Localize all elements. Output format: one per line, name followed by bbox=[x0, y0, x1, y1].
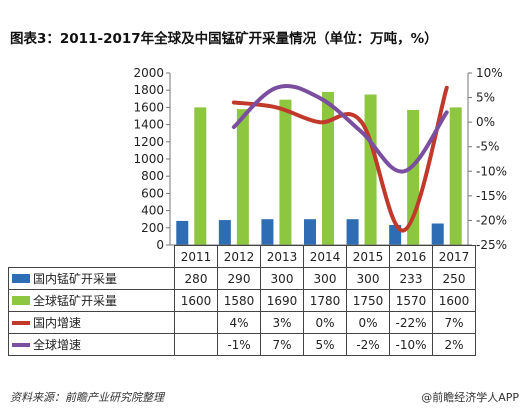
y-right-axis: 10% 5% 0% -5% -10% -15% -20% -25% bbox=[467, 66, 507, 252]
bar-domestic-2017 bbox=[431, 223, 444, 245]
bar-global-2012 bbox=[236, 109, 249, 246]
table-row: 国内增速 4% 3% 0% 0% -22% 7% bbox=[8, 311, 476, 334]
bar-domestic-2011 bbox=[176, 220, 189, 245]
bar-global-2014 bbox=[322, 91, 334, 245]
y-right-tick-label: -25% bbox=[476, 238, 507, 252]
legend-entry: 国内锰矿开采量 bbox=[8, 267, 175, 290]
legend-key-icon bbox=[12, 342, 30, 347]
table-corner-cell bbox=[8, 245, 175, 268]
legend-key-icon bbox=[12, 274, 30, 283]
x-tick-label: 2017 bbox=[432, 245, 476, 268]
data-label: 1690 bbox=[260, 289, 304, 312]
data-label: 4% bbox=[217, 311, 261, 334]
data-label: 300 bbox=[303, 267, 347, 290]
data-label: 2% bbox=[432, 333, 476, 356]
bar-global-2011 bbox=[194, 107, 207, 246]
table-row: 全球增速 -1% 7% 5% -2% -10% 2% bbox=[8, 333, 476, 356]
data-label: 233 bbox=[389, 267, 433, 290]
legend-label: 全球锰矿开采量 bbox=[33, 294, 118, 308]
data-label: -22% bbox=[389, 311, 433, 334]
y-left-tick-label: 600 bbox=[141, 186, 164, 200]
data-label: 1750 bbox=[346, 289, 390, 312]
y-right-tick-label: -15% bbox=[476, 189, 507, 203]
data-label: 1570 bbox=[389, 289, 433, 312]
y-left-tick-label: 800 bbox=[141, 169, 164, 183]
legend-entry: 国内增速 bbox=[8, 311, 175, 334]
legend-label: 全球增速 bbox=[33, 338, 82, 352]
y-right-tick-label: 0% bbox=[476, 115, 495, 129]
y-left-tick-label: 1600 bbox=[133, 100, 164, 114]
y-left-tick-label: 2000 bbox=[133, 66, 164, 80]
data-label: 300 bbox=[260, 267, 304, 290]
y-right-tick-label: 10% bbox=[476, 66, 503, 80]
data-label: 1600 bbox=[174, 289, 218, 312]
bar-domestic-2013 bbox=[261, 219, 274, 245]
table-header-row: 2011 2012 2013 2014 2015 2016 2017 bbox=[8, 245, 476, 268]
table-row: 全球锰矿开采量 1600 1580 1690 1780 1750 1570 1600 bbox=[8, 289, 476, 312]
data-label: 0% bbox=[346, 311, 390, 334]
x-tick-label: 2014 bbox=[303, 245, 347, 268]
y-right-tick-label: -10% bbox=[476, 164, 507, 178]
x-tick-label: 2015 bbox=[346, 245, 390, 268]
y-right-tick-label: -20% bbox=[476, 213, 507, 227]
data-label: 300 bbox=[346, 267, 390, 290]
bar-domestic-2015 bbox=[346, 219, 359, 245]
data-label: 1580 bbox=[217, 289, 261, 312]
legend-label: 国内增速 bbox=[33, 316, 82, 330]
y-left-tick-label: 1000 bbox=[133, 152, 164, 166]
data-label: 1780 bbox=[303, 289, 347, 312]
legend-entry: 全球增速 bbox=[8, 333, 175, 356]
y-left-axis: 0 200 400 600 800 1000 1200 1400 1600 1800 2000 bbox=[133, 66, 171, 252]
data-label: 1600 bbox=[432, 289, 476, 312]
x-tick-label: 2011 bbox=[174, 245, 218, 268]
y-left-tick-label: 1400 bbox=[133, 118, 164, 132]
data-label: 0% bbox=[303, 311, 347, 334]
data-label bbox=[174, 311, 218, 334]
y-right-tick-label: -5% bbox=[476, 140, 499, 154]
table-row: 国内锰矿开采量 280 290 300 300 300 233 250 bbox=[8, 267, 476, 290]
x-tick-label: 2013 bbox=[260, 245, 304, 268]
bar-global-2013 bbox=[279, 99, 292, 245]
bar-global-2015 bbox=[364, 94, 377, 245]
credit-note: @前瞻经济学人APP bbox=[421, 391, 519, 404]
x-tick-label: 2012 bbox=[217, 245, 261, 268]
y-left-tick-label: 1800 bbox=[133, 83, 164, 97]
data-label: 290 bbox=[217, 267, 261, 290]
y-right-tick-label: 5% bbox=[476, 91, 495, 105]
y-left-tick-label: 1200 bbox=[133, 135, 164, 149]
data-label: -2% bbox=[346, 333, 390, 356]
line-global-growth bbox=[231, 83, 449, 174]
data-label: 3% bbox=[260, 311, 304, 334]
legend-key-icon bbox=[12, 320, 30, 325]
data-label: 7% bbox=[432, 311, 476, 334]
bar-domestic-2014 bbox=[304, 219, 316, 245]
source-note: 资料来源：前瞻产业研究院整理 bbox=[10, 391, 164, 404]
bar-global-2017 bbox=[449, 107, 462, 246]
data-label: -10% bbox=[389, 333, 433, 356]
y-left-tick-label: 0 bbox=[156, 238, 164, 252]
data-label: -1% bbox=[217, 333, 261, 356]
y-left-tick-label: 400 bbox=[141, 204, 164, 218]
data-label: 7% bbox=[260, 333, 304, 356]
legend-entry: 全球锰矿开采量 bbox=[8, 289, 175, 312]
line-domestic-growth bbox=[231, 85, 449, 233]
y-left-tick-label: 200 bbox=[141, 221, 164, 235]
data-label bbox=[174, 333, 218, 356]
x-tick-label: 2016 bbox=[389, 245, 433, 268]
data-label: 280 bbox=[174, 267, 218, 290]
legend-label: 国内锰矿开采量 bbox=[33, 272, 118, 286]
lines bbox=[231, 83, 449, 233]
chart-title: 图表3：2011-2017年全球及中国锰矿开采量情况（单位：万吨，%） bbox=[10, 31, 438, 47]
legend-key-icon bbox=[12, 296, 30, 305]
data-table: 2011 2012 2013 2014 2015 2016 2017 国内锰矿开采量 280 29… bbox=[8, 245, 476, 356]
data-label: 5% bbox=[303, 333, 347, 356]
bars bbox=[176, 91, 462, 246]
data-label: 250 bbox=[432, 267, 476, 290]
bar-domestic-2012 bbox=[218, 220, 231, 245]
